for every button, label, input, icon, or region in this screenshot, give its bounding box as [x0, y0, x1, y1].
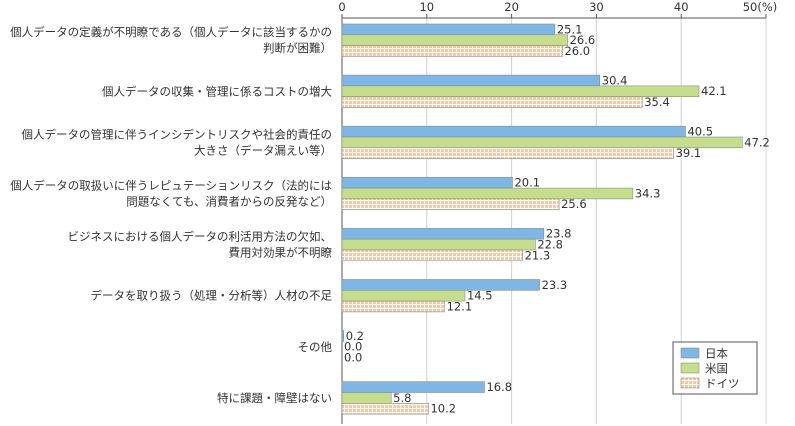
- data-label: 35.4: [644, 95, 670, 109]
- data-label: 21.3: [525, 248, 551, 262]
- data-label: 20.1: [514, 176, 540, 190]
- data-label: 22.8: [537, 238, 563, 252]
- data-label: 26.0: [564, 44, 590, 58]
- data-label: 42.1: [701, 84, 727, 98]
- category-label: 個人データの収集・管理に係るコストの増大: [102, 84, 332, 98]
- bar-japan: [341, 74, 601, 87]
- category-label: 費用対効果が不明瞭: [229, 246, 333, 260]
- data-label: 40.5: [687, 125, 713, 139]
- bar-germany: [341, 147, 674, 159]
- data-label: 10.2: [430, 402, 456, 416]
- x-axis: 0 10 20 30 40 50(%): [338, 0, 777, 424]
- legend-swatch: [680, 377, 700, 389]
- bar-germany: [341, 402, 429, 415]
- bar-germany: [341, 249, 523, 262]
- data-label: 12.1: [447, 299, 473, 313]
- x-tick-label: 0: [338, 0, 345, 14]
- data-label: 0.2: [346, 329, 364, 343]
- category-label: 個人データの取扱いに伴うレピュテーションリスク（法的には: [10, 179, 332, 193]
- bars: 25.1 30.4 40.5 20.1 23.8 23.3 0.2 16.8 26.6 42.1 4…: [341, 22, 770, 416]
- bar-japan: [341, 228, 545, 240]
- bar-japan: [341, 279, 540, 291]
- data-label: 16.8: [486, 380, 512, 394]
- legend-swatch: [680, 347, 700, 359]
- legend-swatch: [680, 362, 700, 374]
- category-label: 個人データの定義が不明瞭である（個人データに該当するかの: [10, 25, 332, 39]
- data-label: 34.3: [635, 186, 661, 200]
- x-tick-label: 20: [504, 0, 519, 14]
- category-label: 個人データの管理に伴うインシデントリスクや社会的責任の: [22, 127, 333, 141]
- bar-usa: [341, 187, 634, 200]
- data-label: 14.5: [467, 289, 493, 303]
- x-tick-label: 10: [419, 0, 434, 14]
- x-tick-label: 30: [589, 0, 604, 14]
- data-label: 25.6: [561, 197, 587, 211]
- data-label: 23.8: [546, 227, 572, 241]
- legend-label: ドイツ: [705, 377, 740, 391]
- data-label: 26.6: [570, 33, 596, 47]
- bar-japan: [341, 177, 513, 189]
- bar-germany: [341, 45, 563, 57]
- bar-germany: [341, 300, 445, 313]
- x-tick-label: 40: [674, 0, 689, 14]
- data-label: 30.4: [602, 73, 628, 87]
- bar-usa: [341, 392, 392, 404]
- legend-label: 米国: [705, 362, 728, 376]
- bar-usa: [341, 34, 568, 46]
- legend-label: 日本: [705, 347, 728, 361]
- bar-japan: [341, 125, 686, 138]
- data-label: 25.1: [557, 22, 583, 36]
- bar-japan: [341, 381, 485, 393]
- category-label: ビジネスにおける個人データの利活用方法の欠如、: [68, 230, 333, 244]
- category-label: 大きさ（データ漏えい等）: [194, 143, 332, 157]
- data-label: 47.2: [744, 135, 770, 149]
- data-label: 39.1: [676, 146, 702, 160]
- bar-japan: [341, 23, 556, 36]
- category-label: その他: [298, 340, 333, 354]
- x-tick-label: 50(%): [743, 0, 778, 14]
- data-label: 0.0: [344, 340, 362, 354]
- bar-germany: [341, 96, 643, 108]
- category-label: 判断が困難）: [263, 41, 332, 55]
- bar-germany: [341, 198, 560, 210]
- bar-japan: [341, 330, 344, 342]
- data-label: 5.8: [393, 391, 411, 405]
- data-label: 23.3: [542, 278, 568, 292]
- category-label: データを取り扱う（処理・分析等）人材の不足: [91, 289, 333, 303]
- category-label: 問題なくても、消費者からの反発など）: [126, 195, 332, 209]
- category-label: 特に課題・障壁はない: [217, 391, 332, 405]
- bar-usa: [341, 238, 536, 251]
- data-label: 0.0: [344, 351, 362, 365]
